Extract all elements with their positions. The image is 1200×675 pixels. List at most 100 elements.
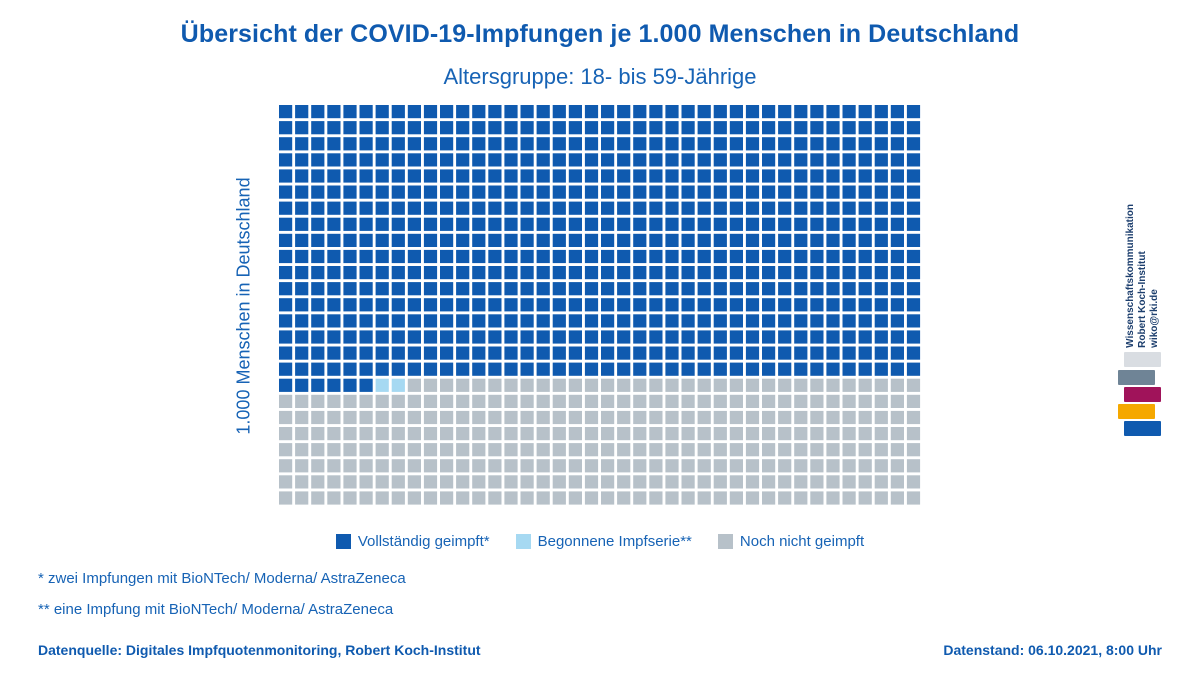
waffle-cell <box>713 105 727 119</box>
waffle-cell <box>601 314 615 328</box>
waffle-cell <box>681 362 695 376</box>
waffle-cell <box>858 169 872 183</box>
waffle-cell <box>713 137 727 151</box>
waffle-cell <box>488 362 502 376</box>
waffle-cell <box>826 217 840 231</box>
waffle-cell <box>649 459 663 473</box>
waffle-cell <box>729 249 743 264</box>
waffle-cell <box>423 137 438 151</box>
waffle-cell <box>713 394 727 408</box>
waffle-cell <box>778 330 792 344</box>
waffle-cell <box>842 443 856 457</box>
waffle-cell <box>327 378 341 392</box>
waffle-cell <box>584 233 599 247</box>
waffle-cell <box>520 185 534 199</box>
waffle-cell <box>456 185 470 199</box>
legend-swatch-full <box>335 534 351 549</box>
waffle-cell <box>279 330 293 344</box>
waffle-cell <box>488 105 502 119</box>
waffle-cell <box>665 491 679 505</box>
waffle-cell <box>697 491 711 505</box>
waffle-cell <box>520 137 534 151</box>
waffle-cell <box>584 169 599 183</box>
waffle-cell <box>472 491 486 505</box>
waffle-cell <box>649 185 663 199</box>
waffle-cell <box>906 491 921 505</box>
waffle-cell <box>472 443 486 457</box>
waffle-cell <box>601 475 615 489</box>
waffle-cell <box>633 346 647 360</box>
waffle-cell <box>601 443 615 457</box>
chart-subtitle: Altersgruppe: 18- bis 59-Jährige <box>443 64 757 89</box>
waffle-cell <box>890 475 904 489</box>
waffle-cell <box>440 475 454 489</box>
waffle-cell <box>729 330 743 344</box>
waffle-cell <box>423 282 438 296</box>
waffle-cell <box>311 201 325 215</box>
waffle-cell <box>794 169 808 183</box>
waffle-cell <box>778 137 792 151</box>
waffle-cell <box>536 266 550 280</box>
waffle-cell <box>584 427 599 441</box>
waffle-cell <box>810 362 824 376</box>
waffle-cell <box>359 137 373 151</box>
waffle-cell <box>472 233 486 247</box>
waffle-cell <box>520 249 534 264</box>
waffle-cell <box>295 105 309 119</box>
waffle-cell <box>633 105 647 119</box>
waffle-cell <box>391 475 405 489</box>
waffle-cell <box>826 153 840 167</box>
waffle-cell <box>407 169 421 183</box>
waffle-cell <box>729 427 743 441</box>
waffle-cell <box>407 314 421 328</box>
waffle-cell <box>279 443 293 457</box>
waffle-cell <box>375 169 389 183</box>
waffle-cell <box>552 362 566 376</box>
waffle-cell <box>762 394 776 408</box>
waffle-cell <box>842 314 856 328</box>
waffle-cell <box>874 410 888 425</box>
waffle-cell <box>745 169 760 183</box>
waffle-cell <box>665 153 679 167</box>
waffle-cell <box>504 394 518 408</box>
waffle-cell <box>745 394 760 408</box>
waffle-cell <box>745 201 760 215</box>
waffle-cell <box>874 362 888 376</box>
waffle-cell <box>649 217 663 231</box>
waffle-cell <box>745 185 760 199</box>
waffle-cell <box>842 298 856 312</box>
waffle-cell <box>375 298 389 312</box>
waffle-cell <box>681 137 695 151</box>
waffle-cell <box>617 105 631 119</box>
waffle-cell <box>729 314 743 328</box>
waffle-cell <box>279 201 293 215</box>
waffle-cell <box>295 249 309 264</box>
waffle-cell <box>295 169 309 183</box>
waffle-cell <box>568 233 582 247</box>
waffle-cell <box>713 330 727 344</box>
waffle-cell <box>311 169 325 183</box>
waffle-cell <box>729 475 743 489</box>
waffle-cell <box>729 185 743 199</box>
waffle-cell <box>617 217 631 231</box>
waffle-cell <box>568 217 582 231</box>
waffle-cell <box>858 266 872 280</box>
waffle-cell <box>826 169 840 183</box>
waffle-cell <box>601 427 615 441</box>
waffle-cell <box>279 475 293 489</box>
waffle-cell <box>617 410 631 425</box>
waffle-cell <box>472 459 486 473</box>
waffle-cell <box>649 298 663 312</box>
waffle-cell <box>520 330 534 344</box>
waffle-cell <box>375 443 389 457</box>
waffle-cell <box>633 298 647 312</box>
waffle-cell <box>504 201 518 215</box>
waffle-cell <box>874 314 888 328</box>
waffle-cell <box>472 137 486 151</box>
waffle-cell <box>649 410 663 425</box>
waffle-cell <box>472 330 486 344</box>
waffle-cell <box>423 185 438 199</box>
waffle-cell <box>842 491 856 505</box>
waffle-cell <box>488 185 502 199</box>
waffle-cell <box>826 443 840 457</box>
